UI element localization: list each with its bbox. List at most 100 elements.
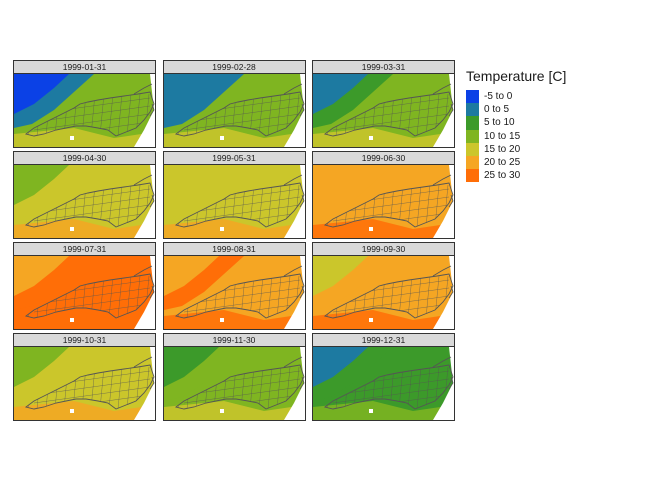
state-outline <box>24 364 155 410</box>
sea-area <box>433 74 454 147</box>
temperature-raster-map <box>163 165 305 238</box>
no-data-cell <box>369 318 373 322</box>
temperature-raster-map <box>313 256 454 329</box>
outer-banks-outline <box>432 265 454 299</box>
raster-south-zone <box>163 310 305 329</box>
panel-date-label: 1999-01-31 <box>13 60 156 74</box>
raster-south-zone <box>163 219 305 238</box>
panel-date-label: 1999-07-31 <box>13 242 156 256</box>
legend-swatch <box>466 103 479 117</box>
raster-south-zone <box>163 401 305 420</box>
legend-title: Temperature [C] <box>466 68 567 84</box>
map-panel: 1999-04-30 <box>13 151 156 239</box>
sea-area <box>134 256 155 329</box>
no-data-cell <box>70 136 74 140</box>
panel-date-label: 1999-04-30 <box>13 151 156 165</box>
raster-mountain-zone <box>313 74 368 114</box>
state-outline <box>174 91 304 137</box>
panel-date-label: 1999-11-30 <box>162 333 306 347</box>
outer-banks-outline <box>283 356 304 390</box>
panel-date-label: 1999-08-31 <box>162 242 306 256</box>
state-outline <box>323 364 454 410</box>
raster-mountain-zone <box>163 165 219 205</box>
legend-item: -5 to 0 <box>466 90 566 104</box>
map-panel: 1999-07-31 <box>13 242 156 330</box>
outer-banks-outline <box>283 265 304 299</box>
raster-south-zone <box>313 310 454 329</box>
raster-south-zone <box>313 128 454 147</box>
state-outline <box>174 182 304 228</box>
legend-item: 25 to 30 <box>466 169 566 183</box>
map-plot-area <box>312 164 455 239</box>
raster-south-zone <box>313 401 454 420</box>
temperature-raster-map <box>313 74 454 147</box>
no-data-cell <box>369 227 373 231</box>
raster-south-zone <box>14 128 155 147</box>
legend-item: 20 to 25 <box>466 155 566 170</box>
raster-mountain-zone <box>14 74 69 114</box>
panel-date-label: 1999-02-28 <box>162 60 306 74</box>
map-panel: 1999-06-30 <box>312 151 455 239</box>
state-outline <box>24 91 155 137</box>
sea-area <box>283 165 305 238</box>
panel-date-label: 1999-12-31 <box>312 333 455 347</box>
sea-area <box>433 165 454 238</box>
temperature-raster-map <box>14 347 155 420</box>
sea-area <box>283 74 305 147</box>
sea-area <box>433 256 454 329</box>
panel-date-label: 1999-06-30 <box>312 151 455 165</box>
legend-label: 20 to 25 <box>484 157 521 169</box>
outer-banks-outline <box>133 174 155 208</box>
raster-mountain-zone <box>14 165 69 205</box>
map-panel: 1999-02-28 <box>162 60 306 148</box>
map-panel: 1999-10-31 <box>13 333 156 421</box>
no-data-cell <box>219 318 224 322</box>
raster-mountain-zone <box>163 347 219 387</box>
state-outline <box>24 273 155 319</box>
map-plot-area <box>162 164 306 239</box>
raster-south-zone <box>14 401 155 420</box>
raster-mountain-zone <box>313 347 368 387</box>
map-plot-area <box>13 255 156 330</box>
outer-banks-outline <box>432 83 454 117</box>
no-data-cell <box>219 136 224 140</box>
sea-area <box>134 347 155 420</box>
temperature-raster-map <box>14 74 155 147</box>
state-outline <box>323 273 454 319</box>
temperature-raster-map <box>313 347 454 420</box>
state-outline <box>174 273 304 319</box>
map-plot-area <box>13 346 156 421</box>
legend-item: 15 to 20 <box>466 142 566 156</box>
legend-label: 25 to 30 <box>484 170 521 182</box>
legend-swatch <box>466 169 479 183</box>
legend-item: 0 to 5 <box>466 103 566 117</box>
state-outline <box>323 91 454 137</box>
map-panel: 1999-12-31 <box>312 333 455 421</box>
temperature-raster-map <box>14 165 155 238</box>
legend-swatch <box>466 129 479 143</box>
state-outline <box>24 182 155 228</box>
raster-mountain-zone <box>163 74 219 114</box>
panel-date-label: 1999-05-31 <box>162 151 306 165</box>
legend-item: 10 to 15 <box>466 129 566 143</box>
legend-swatch <box>466 142 479 156</box>
legend-label: 5 to 10 <box>484 117 515 129</box>
map-panel: 1999-01-31 <box>13 60 156 148</box>
panel-date-label: 1999-03-31 <box>312 60 455 74</box>
raster-south-zone <box>313 219 454 238</box>
raster-mountain-zone <box>14 347 69 387</box>
outer-banks-outline <box>283 83 304 117</box>
raster-mountain-zone <box>14 256 69 296</box>
legend-label: 15 to 20 <box>484 143 521 155</box>
legend-swatch <box>466 155 479 170</box>
outer-banks-outline <box>133 356 155 390</box>
state-outline <box>323 182 454 228</box>
map-plot-area <box>162 73 306 148</box>
sea-area <box>433 347 454 420</box>
map-panel: 1999-05-31 <box>162 151 306 239</box>
raster-south-zone <box>163 128 305 147</box>
outer-banks-outline <box>283 174 304 208</box>
map-panel: 1999-03-31 <box>312 60 455 148</box>
